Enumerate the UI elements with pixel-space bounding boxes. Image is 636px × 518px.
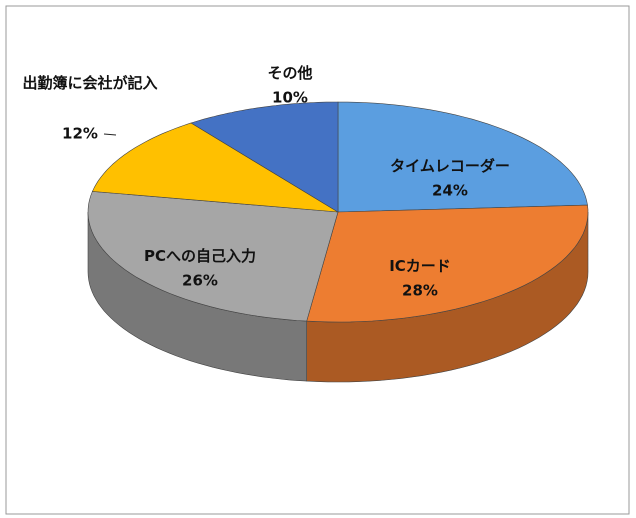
label-box: その他	[267, 64, 313, 82]
slice	[306, 204, 589, 323]
category-label: ICカード	[389, 257, 451, 275]
category-label: PCへの自己入力	[143, 247, 256, 265]
label-box: ICカード	[389, 257, 451, 275]
slice	[91, 122, 339, 213]
slice	[190, 101, 339, 213]
category-label: タイムレコーダー	[390, 157, 510, 175]
value-label: 26%	[182, 272, 218, 290]
label-box: 出勤簿に会社が記入	[22, 74, 158, 92]
leader-line	[103, 133, 117, 136]
label-box: PCへの自己入力	[143, 247, 256, 265]
value-label: 28%	[402, 282, 438, 300]
value-label: 12%	[62, 125, 98, 143]
category-label: その他	[267, 64, 313, 82]
value-label: 24%	[432, 182, 468, 200]
category-label: 出勤簿に会社が記入	[22, 74, 158, 92]
value-label: 10%	[272, 89, 308, 107]
label-box: タイムレコーダー	[390, 157, 510, 175]
slice	[337, 101, 588, 213]
slice	[87, 191, 339, 322]
